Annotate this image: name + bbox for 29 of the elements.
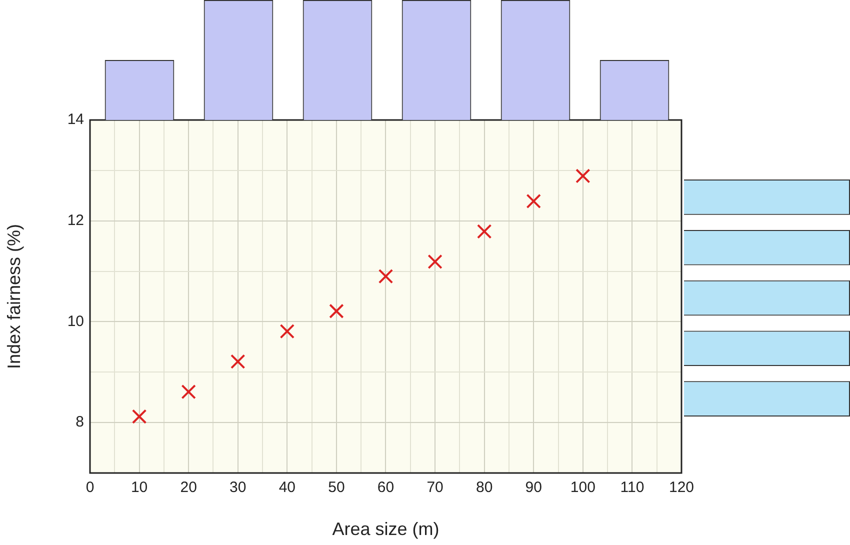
x-tick-label: 100: [570, 479, 596, 496]
x-tick-label: 50: [328, 479, 345, 496]
point: [230, 354, 246, 369]
y-tick-label: 14: [67, 111, 84, 128]
point: [378, 268, 394, 284]
point: [476, 224, 492, 239]
x-tick-label: 20: [180, 479, 197, 496]
x-tick-label: 110: [620, 479, 644, 496]
x-tick-label: 0: [86, 479, 94, 496]
point: [329, 304, 344, 318]
y-tick-label: 10: [67, 312, 84, 330]
point: [428, 254, 442, 270]
y-axis-title: Index fairness (%): [4, 224, 24, 370]
x-tick-label: 60: [377, 479, 394, 496]
x-tick-label: 30: [230, 479, 246, 496]
point: [132, 409, 147, 424]
y-tick-label: 12: [67, 212, 84, 229]
x-tick-label: 80: [476, 479, 493, 496]
x-tick-label: 10: [130, 479, 148, 496]
x-axis-title: Area size (m): [332, 519, 440, 540]
x-tick-label: 90: [525, 479, 542, 496]
point: [280, 324, 295, 339]
x-tick-label: 120: [668, 479, 694, 496]
y-tick-label: 8: [76, 414, 84, 431]
point: [576, 168, 590, 184]
point: [526, 194, 541, 209]
x-tick-label: 70: [426, 479, 444, 496]
point: [181, 384, 196, 400]
x-tick-label: 40: [278, 479, 296, 496]
